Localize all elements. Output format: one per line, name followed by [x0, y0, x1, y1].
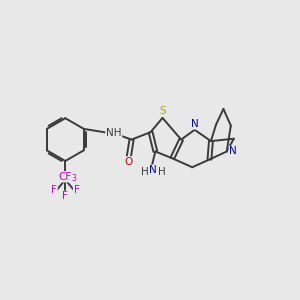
Text: CF: CF [59, 172, 72, 182]
Text: N: N [149, 165, 157, 175]
Text: 3: 3 [71, 174, 76, 183]
Text: O: O [124, 157, 133, 167]
Text: S: S [160, 106, 166, 116]
Text: F: F [74, 185, 80, 195]
Text: NH: NH [106, 128, 122, 138]
Text: H: H [158, 167, 166, 177]
Text: F: F [62, 191, 68, 201]
Text: N: N [229, 146, 237, 157]
Text: N: N [191, 119, 199, 129]
Text: H: H [141, 167, 149, 177]
Text: F: F [51, 185, 57, 195]
